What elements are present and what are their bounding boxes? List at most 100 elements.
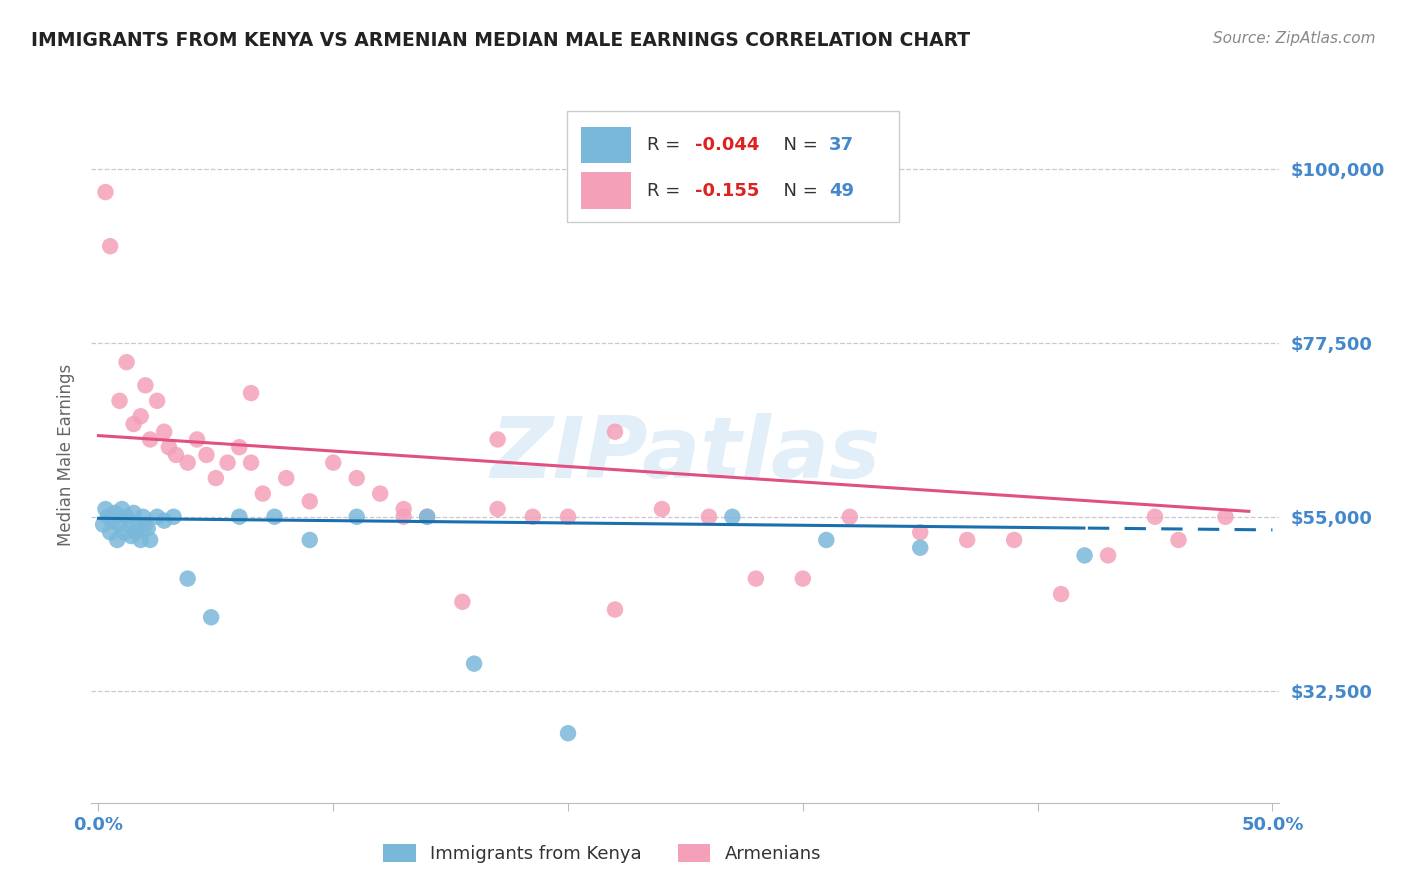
Point <box>263 509 285 524</box>
Point <box>134 517 156 532</box>
Point <box>139 533 162 547</box>
Point <box>125 525 148 540</box>
Point <box>136 521 159 535</box>
Text: N =: N = <box>772 136 824 154</box>
Point <box>104 506 127 520</box>
Point <box>122 417 145 431</box>
Point <box>176 572 198 586</box>
Point <box>603 602 626 616</box>
Point <box>298 533 321 547</box>
Point <box>157 440 180 454</box>
Point <box>115 355 138 369</box>
Point <box>908 541 931 555</box>
Point <box>228 440 250 454</box>
Point <box>146 509 169 524</box>
Text: R =: R = <box>647 136 686 154</box>
Point <box>240 456 263 470</box>
FancyBboxPatch shape <box>567 111 900 222</box>
Bar <box>581 128 631 163</box>
Point <box>745 572 768 586</box>
Point <box>603 425 626 439</box>
Point <box>98 239 121 253</box>
Text: -0.044: -0.044 <box>695 136 759 154</box>
Point <box>1167 533 1189 547</box>
Point <box>838 509 860 524</box>
Point <box>346 471 368 485</box>
Point <box>298 494 321 508</box>
Point <box>205 471 228 485</box>
Point <box>101 514 124 528</box>
Legend: Immigrants from Kenya, Armenians: Immigrants from Kenya, Armenians <box>375 837 828 871</box>
Point <box>195 448 218 462</box>
Point <box>120 529 142 543</box>
Point <box>486 433 509 447</box>
Point <box>129 533 152 547</box>
Text: N =: N = <box>772 182 824 200</box>
Point <box>392 502 415 516</box>
Point <box>153 425 176 439</box>
Point <box>129 409 152 424</box>
Point <box>346 509 368 524</box>
Point <box>1215 509 1237 524</box>
Text: ZIPatlas: ZIPatlas <box>491 413 880 497</box>
Point <box>118 514 141 528</box>
Point <box>486 502 509 516</box>
Point <box>139 433 162 447</box>
Point <box>94 502 117 516</box>
Point <box>1073 549 1095 563</box>
Point <box>108 517 131 532</box>
Point <box>451 595 474 609</box>
Y-axis label: Median Male Earnings: Median Male Earnings <box>58 364 76 546</box>
Point <box>908 525 931 540</box>
Point <box>252 486 274 500</box>
Point <box>368 486 391 500</box>
Point <box>416 509 439 524</box>
Point <box>122 506 145 520</box>
Point <box>127 517 149 532</box>
Point <box>228 509 250 524</box>
Point <box>721 509 744 524</box>
Text: IMMIGRANTS FROM KENYA VS ARMENIAN MEDIAN MALE EARNINGS CORRELATION CHART: IMMIGRANTS FROM KENYA VS ARMENIAN MEDIAN… <box>31 31 970 50</box>
Point <box>1050 587 1073 601</box>
Point <box>108 393 131 408</box>
Point <box>162 509 184 524</box>
Point <box>105 533 128 547</box>
Text: R =: R = <box>647 182 686 200</box>
Point <box>186 433 208 447</box>
Point <box>792 572 814 586</box>
Point <box>815 533 838 547</box>
Point <box>416 509 439 524</box>
Point <box>176 456 198 470</box>
Point <box>956 533 979 547</box>
Point <box>522 509 544 524</box>
Point <box>115 509 138 524</box>
Text: 49: 49 <box>830 182 855 200</box>
Point <box>557 726 579 740</box>
Point <box>240 386 263 401</box>
Point <box>153 514 176 528</box>
Point <box>97 509 120 524</box>
Point <box>217 456 239 470</box>
Point <box>392 509 415 524</box>
Text: Source: ZipAtlas.com: Source: ZipAtlas.com <box>1212 31 1375 46</box>
Point <box>1002 533 1025 547</box>
Bar <box>581 172 631 209</box>
Text: 37: 37 <box>830 136 855 154</box>
Point <box>557 509 579 524</box>
Point <box>98 525 121 540</box>
Point <box>651 502 673 516</box>
Text: -0.155: -0.155 <box>695 182 759 200</box>
Point <box>1097 549 1119 563</box>
Point <box>165 448 187 462</box>
Point <box>132 509 155 524</box>
Point <box>276 471 298 485</box>
Point <box>1143 509 1166 524</box>
Point <box>111 502 134 516</box>
Point <box>134 378 156 392</box>
Point <box>146 393 169 408</box>
Point <box>322 456 344 470</box>
Point <box>94 185 117 199</box>
Point <box>463 657 485 671</box>
Point <box>91 517 114 532</box>
Point <box>112 525 135 540</box>
